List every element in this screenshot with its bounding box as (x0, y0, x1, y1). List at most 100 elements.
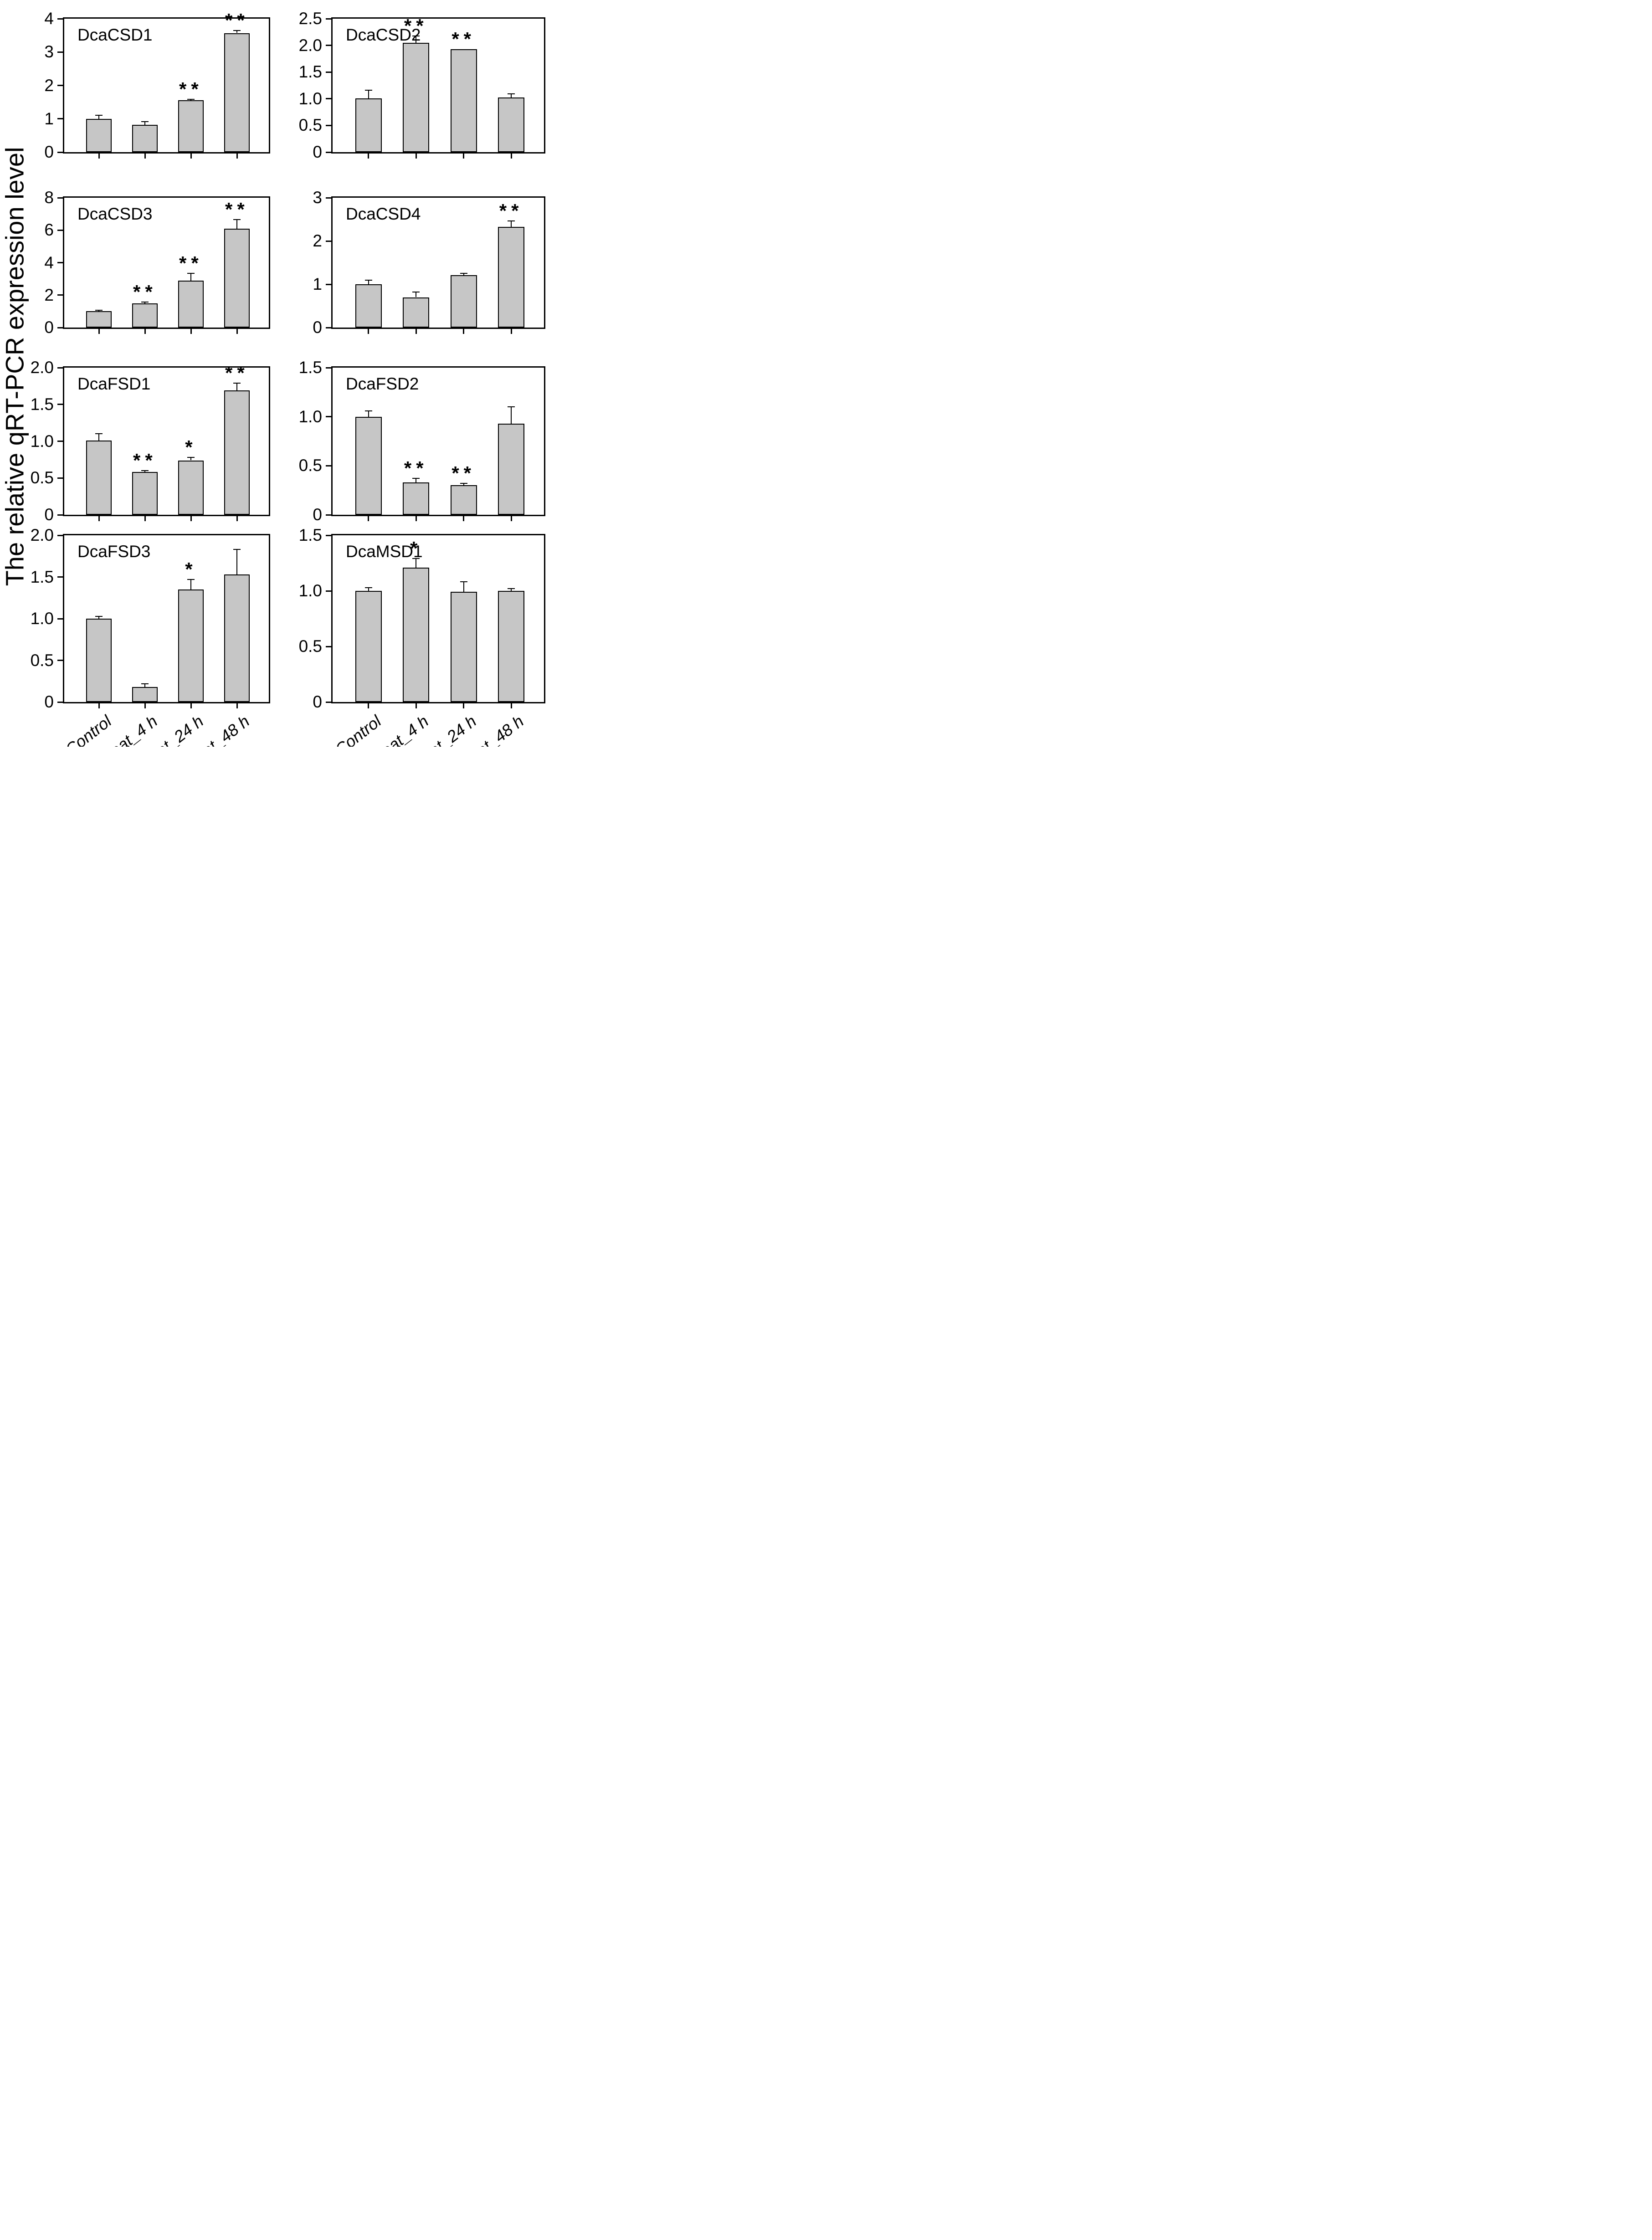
error-bar-cap (187, 99, 195, 100)
bar (498, 423, 525, 515)
bar (450, 275, 477, 328)
x-axis-tick (510, 154, 512, 159)
significance-label: ** (404, 15, 428, 36)
error-bar-cap (364, 410, 372, 411)
bar (450, 485, 477, 515)
x-axis-tick (463, 703, 465, 708)
y-axis-tick (326, 590, 331, 592)
y-axis-tick (57, 118, 63, 120)
error-bar-cap (364, 279, 372, 281)
y-tick-label: 0 (44, 505, 54, 524)
x-axis-tick (368, 516, 369, 521)
chart-title: DcaFSD1 (77, 374, 151, 393)
error-bar-cap (460, 273, 467, 274)
error-bar-line (98, 434, 100, 441)
error-bar-cap (95, 433, 103, 435)
significance-label: ** (451, 28, 476, 50)
significance-label: * (410, 538, 422, 559)
x-axis-tick (415, 154, 417, 159)
x-axis-tick (510, 329, 512, 334)
chart-title: DcaCSD1 (77, 26, 153, 44)
error-bar-line (190, 99, 192, 101)
error-bar-line (190, 457, 192, 461)
y-tick-label: 3 (313, 188, 322, 207)
y-axis-tick (326, 465, 331, 466)
x-axis-tick (98, 329, 100, 334)
significance-label: ** (225, 9, 249, 31)
y-tick-label: 4 (44, 9, 54, 28)
x-axis-tick (236, 516, 238, 521)
y-axis-tick (326, 98, 331, 100)
bar (224, 33, 250, 152)
x-axis-tick (236, 329, 238, 334)
y-tick-label: 0.5 (30, 468, 54, 487)
bar (355, 591, 382, 702)
x-axis-tick (415, 516, 417, 521)
error-bar-cap (233, 382, 241, 384)
y-axis-tick (57, 618, 63, 620)
x-axis-tick (190, 154, 192, 159)
bar (355, 98, 382, 152)
y-tick-label: 1.5 (30, 395, 54, 414)
error-bar-cap (508, 220, 515, 222)
x-axis-tick (190, 329, 192, 334)
y-axis-tick (57, 51, 63, 53)
chart-title: DcaCSD3 (77, 205, 153, 223)
y-axis-tick (57, 327, 63, 328)
error-bar-line (98, 115, 100, 119)
y-axis-tick (57, 534, 63, 536)
error-bar-cap (187, 457, 195, 458)
y-axis-tick (57, 262, 63, 263)
y-tick-label: 1.0 (30, 431, 54, 451)
y-tick-label: 0 (313, 318, 322, 337)
error-bar-cap (460, 483, 467, 484)
error-bar-line (144, 683, 146, 687)
error-bar-line (511, 94, 512, 98)
error-bar-line (368, 587, 369, 591)
y-tick-label: 1.5 (298, 62, 322, 82)
error-bar-line (511, 589, 512, 591)
bar (132, 472, 158, 515)
y-axis-tick (57, 18, 63, 20)
chart-title: DcaFSD2 (346, 374, 419, 393)
x-axis-tick (463, 329, 465, 334)
y-tick-label: 2.0 (30, 526, 54, 544)
y-tick-label: 0.5 (298, 637, 322, 656)
bar (403, 567, 430, 702)
error-bar-cap (141, 683, 149, 684)
plot-box: ** (331, 196, 545, 329)
significance-label: ** (451, 462, 476, 484)
plot-box: ** ** (63, 10, 270, 154)
plot-box: ** ** ** (63, 196, 270, 329)
x-axis-tick (98, 703, 100, 708)
y-axis-tick (57, 441, 63, 442)
chart-title: DcaFSD3 (77, 542, 151, 561)
error-bar-cap (233, 549, 241, 550)
y-tick-label: 2 (313, 231, 322, 250)
y-axis-tick (57, 477, 63, 479)
error-bar-line (368, 280, 369, 284)
y-axis-tick (326, 151, 331, 153)
y-tick-label: 0 (313, 505, 322, 524)
y-tick-label: 1 (44, 109, 54, 128)
y-axis-tick (326, 367, 331, 369)
x-axis-tick (463, 154, 465, 159)
x-axis-tick (144, 154, 146, 159)
y-tick-label: 3 (44, 42, 54, 62)
y-tick-label: 0 (44, 692, 54, 711)
y-tick-label: 2.0 (30, 358, 54, 377)
error-bar-line (236, 30, 238, 33)
x-axis-tick (144, 516, 146, 521)
significance-label: ** (404, 457, 428, 479)
bar (355, 416, 382, 515)
y-tick-label: 1 (313, 275, 322, 293)
x-axis-tick (510, 516, 512, 521)
y-axis-tick (57, 701, 63, 703)
bar (86, 311, 112, 328)
error-bar-line (368, 410, 369, 417)
error-bar-cap (508, 588, 515, 589)
bar (498, 226, 525, 328)
bar (86, 619, 112, 702)
bar (132, 687, 158, 702)
error-bar-line (511, 407, 512, 424)
